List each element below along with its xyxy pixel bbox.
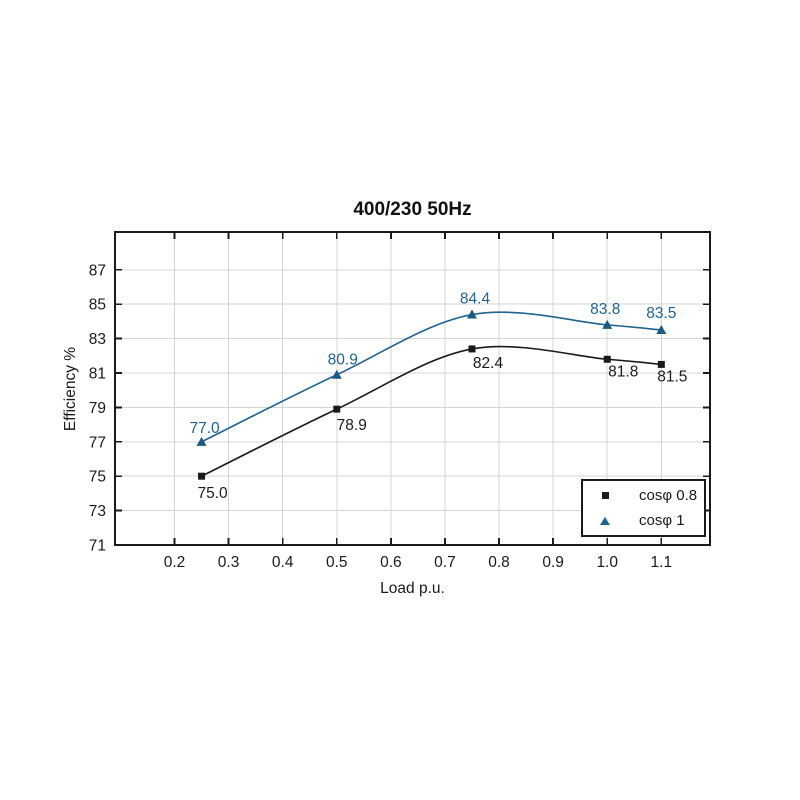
series-line-1 (200, 311, 663, 443)
y-tick-label: 83 (89, 331, 106, 348)
legend: cosφ 0.8 cosφ 1 (581, 479, 706, 537)
x-tick-label: 0.7 (434, 554, 456, 571)
data-point-label: 81.5 (657, 368, 687, 385)
data-point-label: 82.4 (473, 355, 504, 372)
data-point-triangle-marker (602, 319, 613, 329)
data-point-triangle-marker (656, 325, 667, 335)
x-tick-label: 0.3 (218, 554, 240, 571)
data-point-triangle-marker (467, 309, 477, 319)
x-axis-label: Load p.u. (380, 580, 445, 597)
data-point-triangle-marker (196, 436, 207, 446)
y-tick-label: 85 (89, 297, 106, 314)
x-tick-label: 0.5 (326, 554, 348, 571)
x-tick-label: 1.0 (596, 554, 618, 571)
data-point-label: 83.8 (590, 301, 620, 318)
x-tick-label: 0.2 (164, 554, 186, 571)
y-tick-label: 79 (89, 400, 106, 417)
square-marker-icon (601, 491, 609, 499)
legend-item-cos-phi-1: cosφ 1 (597, 510, 704, 532)
legend-label-cos-phi-1: cosφ 1 (639, 512, 685, 530)
y-tick-label: 75 (89, 469, 106, 486)
plot-frame (114, 231, 711, 546)
chart-title: 400/230 50Hz (353, 199, 472, 220)
x-tick-label: 0.9 (542, 554, 564, 571)
x-tick-label: 0.4 (272, 554, 294, 571)
data-point-label: 80.9 (328, 352, 358, 369)
y-tick-label: 87 (89, 262, 106, 279)
x-tick-label: 0.6 (380, 554, 402, 571)
data-point-label: 83.5 (646, 305, 676, 322)
legend-triangle-marker-icon (597, 516, 613, 525)
legend-item-cos-phi-08: cosφ 0.8 (597, 484, 704, 506)
legend-square-marker-icon (597, 491, 613, 499)
data-point-label: 78.9 (337, 417, 367, 434)
y-tick-label: 73 (89, 503, 106, 520)
y-tick-label: 71 (89, 538, 106, 555)
data-point-label: 84.4 (460, 291, 491, 308)
data-point-square-marker (657, 360, 665, 368)
data-point-square-marker (468, 345, 476, 353)
data-point-square-marker (198, 472, 206, 480)
legend-label-cos-phi-08: cosφ 0.8 (639, 486, 698, 504)
data-point-label: 77.0 (189, 420, 220, 437)
data-point-label: 75.0 (197, 485, 228, 502)
x-tick-label: 1.1 (651, 554, 673, 571)
data-point-square-marker (603, 355, 611, 363)
triangle-marker-icon (600, 516, 610, 525)
y-tick-label: 81 (89, 366, 106, 383)
y-tick-label: 77 (89, 434, 106, 451)
data-point-triangle-marker (331, 369, 342, 379)
series-line-0 (200, 345, 663, 478)
x-tick-label: 0.8 (488, 554, 510, 571)
data-point-label: 81.8 (608, 363, 638, 380)
data-point-square-marker (333, 405, 341, 413)
